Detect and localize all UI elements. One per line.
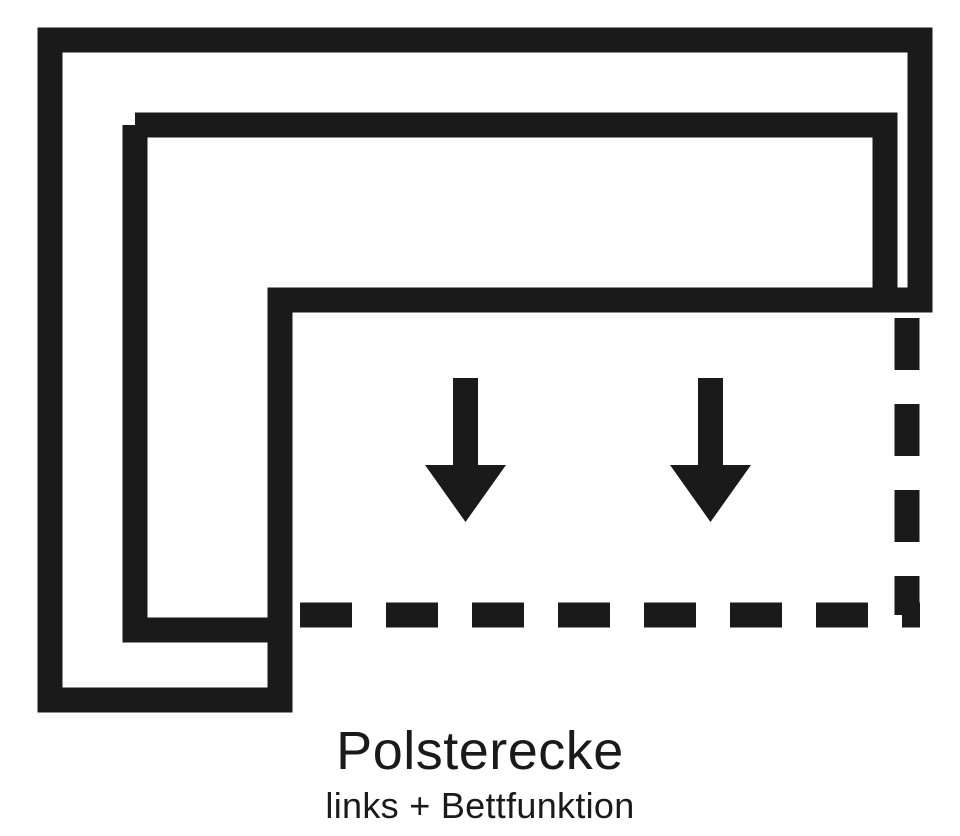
diagram-svg <box>0 0 960 720</box>
diagram-title: Polsterecke <box>0 720 960 782</box>
diagram-subtitle: links + Bettfunktion <box>0 785 960 827</box>
sofa-diagram <box>0 0 960 836</box>
